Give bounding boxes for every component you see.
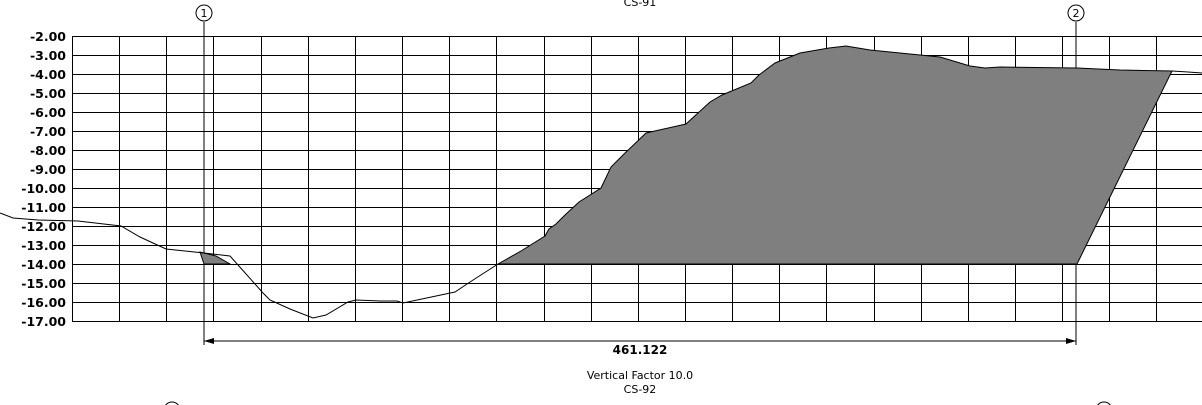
station-marker-1-label: 1 [201, 7, 208, 20]
elevation-label: -2.00 [30, 29, 66, 44]
elevation-label: -3.00 [30, 48, 66, 63]
vertical-factor-note: Vertical Factor 10.0 [587, 369, 693, 382]
elevation-label: -4.00 [30, 67, 66, 82]
elevation-label: -9.00 [30, 162, 66, 177]
station-marker-2: 2 [1067, 4, 1085, 22]
ground-profile [0, 212, 499, 319]
fill-area [199, 251, 232, 265]
ground-profile-right [1171, 70, 1202, 74]
next-marker-2 [1097, 401, 1111, 405]
elevation-label: -13.00 [21, 238, 66, 253]
section-title-bottom: CS-92 [624, 383, 657, 396]
elevation-label: -8.00 [30, 143, 66, 158]
elevation-label: -6.00 [30, 105, 66, 120]
elevation-label: -10.00 [21, 181, 66, 196]
elevation-label: -16.00 [21, 295, 66, 310]
section-title-top: CS-91 [624, 0, 657, 9]
elevation-label: -7.00 [30, 124, 66, 139]
station-marker-1: 1 [195, 4, 213, 22]
next-marker-1 [165, 401, 179, 405]
elevation-label: -17.00 [21, 314, 66, 329]
elevation-labels: -2.00 -3.00 -4.00 -5.00 -6.00 -7.00 -8.00 -9.00… [21, 29, 66, 329]
elevation-label: -11.00 [21, 200, 66, 215]
station-marker-2-label: 2 [1073, 7, 1080, 20]
elevation-label: -5.00 [30, 86, 66, 101]
cut-area [496, 45, 1173, 265]
dimension-value: 461.122 [613, 343, 668, 357]
elevation-label: -12.00 [21, 219, 66, 234]
dimension-line [204, 338, 1076, 344]
elevation-label: -14.00 [21, 257, 66, 272]
elevation-label: -15.00 [21, 276, 66, 291]
